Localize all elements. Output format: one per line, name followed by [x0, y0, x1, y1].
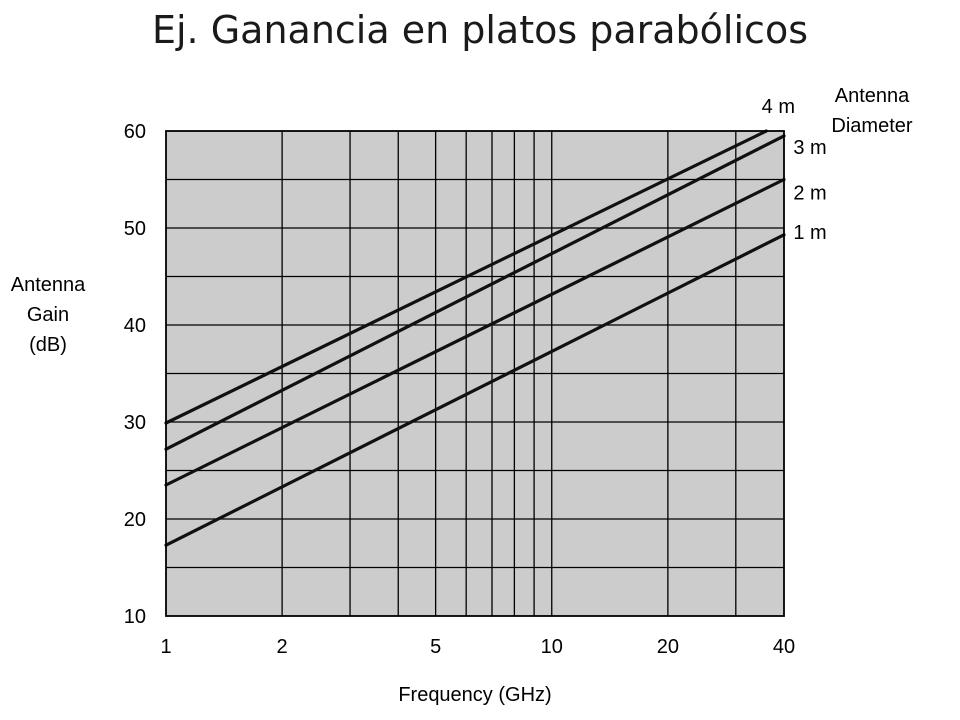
legend-title: Antenna Diameter: [831, 85, 912, 137]
series-label: 2 m: [793, 183, 826, 205]
x-tick-labels: 1 2 5 10 20 40: [160, 636, 795, 658]
x-tick-label: 1: [160, 636, 171, 658]
y-tick-labels: 10 20 30 40 50 60: [124, 121, 146, 628]
x-axis-label: Frequency (GHz): [398, 684, 551, 706]
x-tick-label: 10: [541, 636, 563, 658]
x-tick-label: 40: [773, 636, 795, 658]
y-axis-label: Antenna Gain (dB): [11, 274, 86, 356]
series-line: [164, 134, 786, 451]
series-line: [164, 233, 786, 547]
y-tick-label: 30: [124, 412, 146, 434]
series-line: [164, 177, 786, 487]
series-label: 4 m: [762, 96, 795, 118]
y-tick-label: 50: [124, 218, 146, 240]
series-line: [164, 129, 768, 425]
series-lines: [164, 129, 786, 547]
plot-frame: [165, 130, 785, 617]
legend-title-line: Diameter: [831, 115, 912, 137]
y-tick-label: 10: [124, 606, 146, 628]
y-tick-label: 60: [124, 121, 146, 143]
legend-title-line: Antenna: [835, 85, 910, 107]
x-tick-label: 20: [657, 636, 679, 658]
x-tick-label: 5: [430, 636, 441, 658]
series-label: 1 m: [793, 222, 826, 244]
y-axis-label-line: (dB): [29, 334, 67, 356]
y-axis-label-line: Gain: [27, 304, 69, 326]
series-label: 3 m: [793, 137, 826, 159]
x-gridlines: [281, 131, 737, 616]
y-tick-label: 40: [124, 315, 146, 337]
slide-title: Ej. Ganancia en platos parabólicos: [151, 8, 808, 52]
x-tick-label: 2: [277, 636, 288, 658]
series-labels: 1 m 2 m 3 m 4 m: [762, 96, 827, 244]
y-tick-label: 20: [124, 509, 146, 531]
y-axis-label-line: Antenna: [11, 274, 86, 296]
